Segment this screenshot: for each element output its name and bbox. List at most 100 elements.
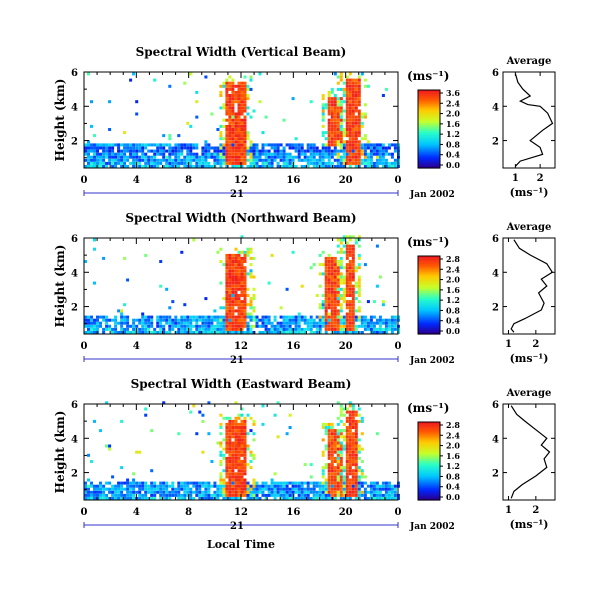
heatmap-cell — [207, 401, 211, 405]
heatmap-cell — [228, 481, 232, 485]
heatmap-cell — [231, 115, 235, 119]
heatmap-cell — [246, 484, 250, 488]
heatmap-cell — [129, 161, 133, 165]
heatmap-cell — [342, 128, 346, 131]
heatmap-cell — [348, 100, 352, 104]
heatmap-cell — [240, 94, 244, 97]
heatmap-cell — [348, 315, 352, 319]
heatmap-cell — [357, 78, 361, 82]
heatmap-cell — [219, 441, 223, 445]
heatmap-cell — [228, 441, 232, 445]
colorbar-tick-label: 2.4 — [446, 264, 460, 274]
heatmap-cell — [285, 331, 289, 334]
heatmap-cell — [174, 149, 178, 153]
heatmap-cell — [159, 146, 163, 150]
heatmap-cell — [345, 161, 349, 165]
heatmap-cell — [117, 493, 121, 497]
heatmap-cell — [108, 490, 112, 494]
colorbar-swatch — [418, 256, 440, 259]
heatmap-cell — [249, 466, 253, 470]
heatmap-cell — [309, 266, 313, 270]
heatmap-cell — [240, 134, 244, 138]
colorbar-swatch — [418, 332, 440, 335]
heatmap-cell — [183, 81, 187, 85]
heatmap-cell — [84, 158, 87, 162]
heatmap-cell — [342, 469, 346, 473]
heatmap-cell — [342, 300, 346, 304]
colorbar-swatch — [418, 158, 440, 161]
heatmap-cell — [246, 165, 250, 168]
heatmap-cell — [387, 484, 391, 488]
heatmap-cell — [219, 152, 223, 156]
heatmap-cell — [234, 253, 238, 257]
heatmap-cell — [189, 315, 193, 319]
heatmap-cell — [252, 493, 256, 497]
heatmap-cell — [351, 87, 355, 91]
heatmap-cell — [216, 493, 220, 497]
heatmap-cell — [231, 100, 235, 104]
heatmap-cell — [339, 109, 343, 113]
heatmap-cell — [222, 103, 226, 107]
heatmap-cell — [348, 490, 352, 494]
heatmap-cell — [87, 490, 90, 494]
x-tick-label: 4 — [133, 175, 140, 186]
heatmap-cell — [345, 146, 349, 150]
heatmap-cell — [231, 287, 235, 291]
heatmap-cell — [168, 331, 172, 334]
heatmap-cell — [138, 149, 142, 153]
heatmap-cell — [354, 134, 358, 138]
heatmap-cell — [99, 429, 102, 433]
heatmap-cell — [339, 155, 343, 159]
heatmap-cell — [204, 152, 208, 156]
heatmap-cell — [348, 161, 352, 165]
heatmap-cell — [285, 490, 289, 494]
heatmap-cell — [150, 490, 154, 494]
heatmap-cell — [342, 281, 346, 285]
heatmap-cell — [348, 432, 352, 436]
heatmap-cell — [264, 324, 268, 328]
heatmap-cell — [126, 497, 130, 500]
heatmap-cell — [171, 327, 175, 331]
heatmap-cell — [255, 161, 259, 165]
heatmap-cell — [234, 463, 238, 467]
heatmap-cell — [159, 158, 163, 162]
average-title: Average — [506, 56, 552, 67]
heatmap-cell — [252, 490, 256, 494]
heatmap-cell — [264, 493, 268, 497]
heatmap-cell — [330, 161, 334, 165]
heatmap-cell — [234, 456, 238, 460]
heatmap-cell — [345, 416, 349, 420]
heatmap-cell — [141, 327, 145, 331]
heatmap-cell — [237, 438, 241, 442]
avg-y-tick-label: 4 — [492, 434, 499, 445]
heatmap-cell — [225, 149, 229, 153]
heatmap-cell — [237, 155, 241, 159]
heatmap-cell — [378, 327, 382, 331]
heatmap-cell — [330, 143, 334, 147]
heatmap-cell — [294, 315, 298, 319]
colorbar-swatch — [418, 130, 440, 134]
heatmap-cell — [246, 303, 250, 307]
heatmap-cell — [276, 146, 280, 150]
heatmap-cell — [159, 321, 163, 325]
heatmap-cell — [357, 140, 361, 144]
heatmap-cell — [330, 327, 334, 331]
heatmap-cell — [243, 275, 247, 279]
heatmap-cell — [159, 324, 163, 328]
heatmap-cell — [348, 106, 352, 110]
heatmap-cell — [231, 158, 235, 162]
colorbar-tick-label: 0.0 — [446, 326, 460, 336]
heatmap-cell — [144, 331, 148, 334]
heatmap-cell — [237, 165, 241, 168]
heatmap-cell — [138, 497, 142, 500]
heatmap-cell — [168, 315, 172, 319]
heatmap-cell — [141, 152, 145, 156]
heatmap-cell — [330, 266, 334, 270]
heatmap-cell — [96, 315, 99, 319]
heatmap-cell — [237, 453, 241, 457]
heatmap-cell — [369, 158, 373, 162]
heatmap-cell — [360, 143, 364, 147]
x-tick-label: 8 — [185, 507, 192, 518]
heatmap-cell — [87, 324, 90, 328]
heatmap-cell — [330, 294, 334, 297]
